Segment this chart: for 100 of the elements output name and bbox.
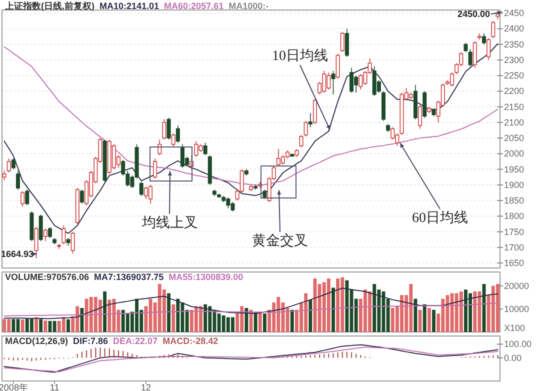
candlestick	[25, 189, 30, 206]
y-tick-label: 2300	[504, 54, 524, 65]
x-tick-label: 11	[50, 382, 60, 391]
candlestick	[331, 70, 336, 95]
bar	[473, 291, 477, 332]
annotation: 1664.93	[1, 249, 34, 259]
y-tick-label: 0.00	[504, 352, 522, 363]
candlestick	[166, 117, 171, 140]
y-tick-label: 2100	[504, 117, 524, 128]
bar	[167, 293, 170, 332]
candlestick	[304, 120, 308, 137]
y-tick-label: 2250	[504, 70, 524, 81]
candlestick	[486, 38, 491, 60]
bar	[39, 319, 43, 332]
text: MA55:1300839.00	[168, 272, 244, 282]
y-tick-label: 2200	[504, 86, 524, 96]
candlestick	[43, 228, 48, 242]
candlestick	[158, 139, 162, 156]
candlestick	[312, 98, 317, 124]
candlestick	[336, 53, 340, 80]
bar	[336, 278, 340, 332]
bar	[80, 308, 84, 332]
candlestick	[162, 118, 166, 140]
candlestick	[148, 184, 152, 204]
candlestick	[344, 28, 349, 58]
y-tick-label: 1700	[504, 242, 524, 252]
y-tick-label: 2150	[504, 102, 524, 112]
y-tick-label: 2000	[504, 148, 524, 159]
candlestick	[358, 74, 363, 90]
text: X100	[504, 323, 526, 333]
bar	[12, 319, 16, 332]
text: MA60:2057.61	[164, 1, 224, 11]
annotation: 黄金交叉	[252, 233, 308, 249]
bar	[422, 304, 426, 332]
x-tick-label: 12	[140, 382, 151, 391]
bar	[254, 312, 258, 332]
bar	[103, 291, 107, 332]
candlestick	[62, 225, 66, 245]
candlestick	[2, 170, 6, 181]
bar	[326, 278, 330, 332]
candlestick	[203, 142, 208, 156]
candlestick	[153, 158, 158, 180]
candlestick	[482, 33, 486, 45]
candlestick	[20, 190, 25, 208]
chart-title: MACD(12,26,9)	[5, 336, 68, 346]
annotation: 60日均线	[412, 210, 468, 226]
candlestick	[299, 134, 304, 148]
bar	[372, 284, 376, 332]
bar	[62, 317, 66, 332]
candlestick	[6, 158, 11, 173]
bar	[204, 304, 208, 332]
bar	[418, 310, 422, 332]
line-series	[4, 302, 498, 316]
bar	[66, 319, 70, 332]
y-tick-label: 2350	[504, 39, 524, 50]
bar	[258, 312, 262, 332]
bar	[427, 308, 431, 332]
y-tick-label: 1750	[504, 226, 524, 237]
candlestick	[422, 90, 427, 118]
annotation: 均线上叉	[141, 215, 198, 231]
y-tick-label: 1850	[504, 196, 524, 206]
bar	[30, 318, 34, 332]
y-tick-label: 2050	[504, 133, 524, 144]
candlestick	[262, 189, 267, 200]
candlestick	[57, 243, 62, 250]
bar	[34, 317, 38, 332]
bar	[44, 320, 48, 332]
y-tick-label: 1650	[504, 258, 524, 268]
bar	[345, 280, 349, 332]
y-tick-label: 2400	[504, 24, 524, 34]
y-tick-label: 100.00	[504, 339, 532, 350]
series-label: MA7:1369037.75	[94, 272, 164, 282]
y-tick-label: 20000	[504, 280, 530, 291]
candlestick	[176, 125, 180, 144]
y-tick-label: 2450	[504, 8, 524, 18]
candlestick	[491, 20, 496, 39]
line-series	[4, 288, 498, 320]
series-label: DEA:22.07	[113, 336, 158, 346]
y-tick-label: 10000	[504, 304, 530, 314]
y-tick-label: 1900	[504, 180, 524, 190]
bar	[308, 300, 312, 332]
candlestick	[70, 231, 75, 254]
candlestick	[472, 40, 477, 68]
y-tick-label: 1800	[504, 211, 524, 222]
candlestick	[139, 181, 144, 196]
annotation: MA1000:-	[228, 1, 269, 11]
candlestick	[418, 104, 422, 130]
y-tick-label: 1950	[504, 164, 524, 174]
candlestick	[308, 112, 312, 128]
bar	[459, 291, 463, 332]
candlestick	[194, 140, 198, 158]
bar	[52, 320, 56, 332]
candlestick	[11, 158, 16, 170]
candlestick	[80, 189, 84, 204]
chart-title: 上证指数(日线,前复权)	[4, 1, 94, 11]
bar	[20, 320, 24, 332]
bar	[262, 314, 266, 332]
annotation: 2450.00	[457, 9, 490, 19]
candlestick	[48, 226, 52, 238]
candlestick	[340, 31, 344, 53]
